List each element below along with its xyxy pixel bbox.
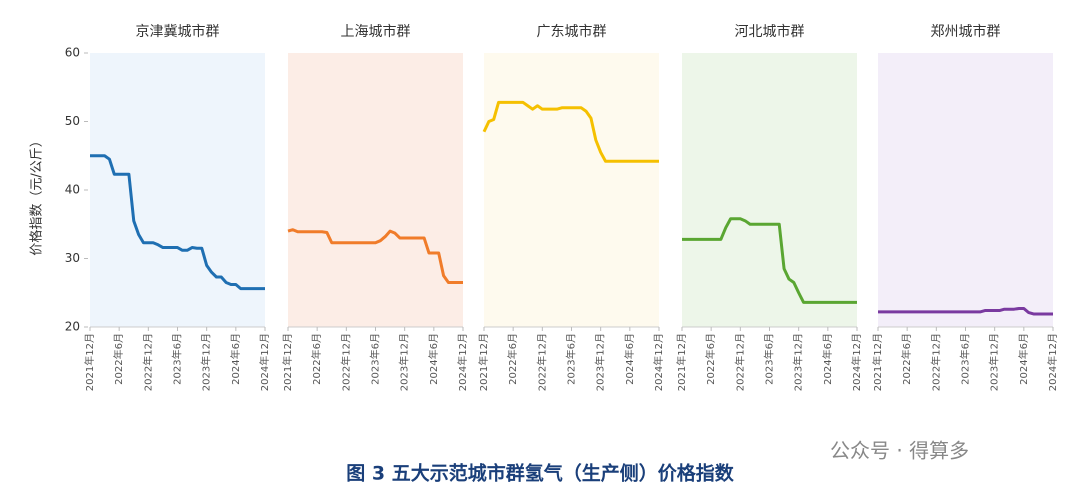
x-tick-label: 2022年6月 bbox=[112, 333, 125, 385]
y-tick-label: 60 bbox=[65, 46, 80, 60]
x-tick-label: 2022年12月 bbox=[535, 333, 548, 391]
y-tick-label: 50 bbox=[65, 114, 80, 128]
x-tick-label: 2023年6月 bbox=[763, 333, 776, 385]
x-tick-label: 2021年12月 bbox=[871, 333, 884, 391]
panel-title: 京津冀城市群 bbox=[136, 23, 220, 40]
caption: 图 3 五大示范城市群氢气（生产侧）价格指数 bbox=[346, 462, 734, 485]
x-tick-label: 2023年6月 bbox=[565, 333, 578, 385]
panel-background bbox=[682, 53, 857, 327]
panel-title: 广东城市群 bbox=[537, 23, 607, 40]
x-tick-label: 2023年6月 bbox=[959, 333, 972, 385]
x-tick-label: 2022年12月 bbox=[929, 333, 942, 391]
x-tick-label: 2023年12月 bbox=[988, 333, 1001, 391]
line bbox=[682, 217, 857, 304]
x-tick-label: 2024年6月 bbox=[1017, 333, 1030, 385]
line bbox=[287, 228, 463, 284]
panel-background bbox=[484, 53, 659, 327]
line bbox=[482, 100, 659, 163]
line bbox=[90, 154, 265, 291]
y-tick-label: 20 bbox=[65, 320, 80, 334]
y-tick-label: 30 bbox=[65, 251, 80, 265]
x-tick-label: 2022年12月 bbox=[733, 333, 746, 391]
x-tick-label: 2024年6月 bbox=[623, 333, 636, 385]
x-tick-label: 2022年6月 bbox=[310, 333, 323, 385]
x-tick-label: 2024年12月 bbox=[258, 333, 271, 391]
x-tick-label: 2023年6月 bbox=[369, 333, 382, 385]
x-tick-label: 2024年12月 bbox=[1046, 333, 1059, 391]
x-tick-label: 2022年6月 bbox=[506, 333, 519, 385]
y-tick-label: 40 bbox=[65, 183, 80, 197]
y-axis-label: 价格指数（元/公斤） bbox=[29, 134, 45, 255]
x-tick-label: 2023年12月 bbox=[200, 333, 213, 391]
x-tick-label: 2022年12月 bbox=[339, 333, 352, 391]
x-tick-label: 2021年12月 bbox=[477, 333, 490, 391]
panel-background bbox=[878, 53, 1053, 327]
x-tick-label: 2023年6月 bbox=[171, 333, 184, 385]
x-tick-label: 2024年12月 bbox=[850, 333, 863, 391]
x-tick-label: 2022年6月 bbox=[704, 333, 717, 385]
x-tick-label: 2024年6月 bbox=[427, 333, 440, 385]
x-tick-label: 2021年12月 bbox=[281, 333, 294, 391]
x-tick-label: 2021年12月 bbox=[675, 333, 688, 391]
x-tick-label: 2024年12月 bbox=[456, 333, 469, 391]
panel-background bbox=[288, 53, 463, 327]
x-tick-label: 2021年12月 bbox=[83, 333, 96, 391]
panel-title: 郑州城市群 bbox=[931, 23, 1001, 40]
x-tick-label: 2022年6月 bbox=[900, 333, 913, 385]
x-tick-label: 2022年12月 bbox=[141, 333, 154, 391]
panel-background bbox=[90, 53, 265, 327]
watermark: 公众号 · 得算多 bbox=[830, 439, 969, 463]
x-tick-label: 2024年12月 bbox=[652, 333, 665, 391]
x-tick-label: 2024年6月 bbox=[821, 333, 834, 385]
panel-title: 上海城市群 bbox=[341, 23, 411, 40]
x-tick-label: 2024年6月 bbox=[229, 333, 242, 385]
x-tick-label: 2023年12月 bbox=[792, 333, 805, 391]
x-tick-label: 2023年12月 bbox=[398, 333, 411, 391]
line bbox=[878, 307, 1053, 316]
x-tick-label: 2023年12月 bbox=[594, 333, 607, 391]
panel-title: 河北城市群 bbox=[735, 23, 805, 40]
